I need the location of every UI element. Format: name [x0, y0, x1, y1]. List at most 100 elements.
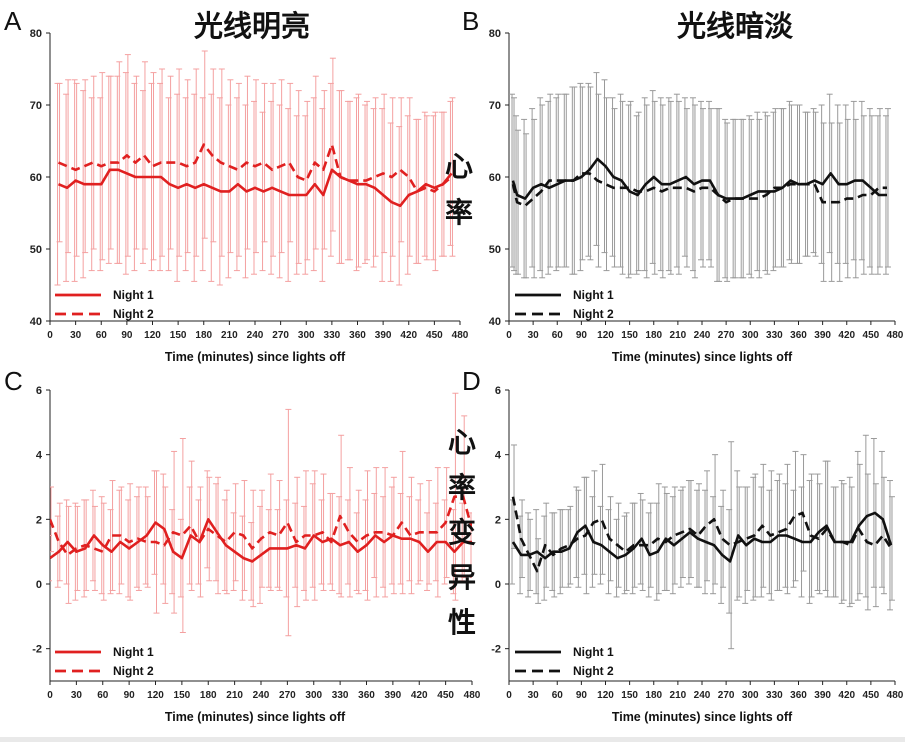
panel-a-title: 光线明亮 [194, 9, 310, 43]
panel-c-x-tick-label: 450 [437, 690, 454, 701]
panel-d-x-tick-label: 30 [528, 690, 540, 701]
panel-c-y-tick-label: 0 [36, 579, 42, 591]
panel-a-x-tick-label: 30 [70, 330, 82, 341]
panel-letter-a: A [4, 6, 22, 36]
panel-a-y-tick-label: 50 [30, 244, 42, 256]
panel-d-y-tick-label: -2 [491, 644, 501, 656]
panel-c-y-tick-label: 2 [36, 514, 42, 526]
panel-c-x-tick-label: 330 [332, 690, 349, 701]
panel-b-legend-label: Night 1 [573, 288, 614, 302]
panel-b: 40 50 60 70 80 0 30 60 90 120 150 180 210 240 270 300 33… [489, 28, 904, 364]
panel-c-x-axis-label: Time (minutes) since lights off [165, 710, 346, 724]
panel-a-series-1-line [57, 168, 453, 208]
panel-d-x-tick-label: 180 [645, 690, 662, 701]
panel-d-y-tick-label: 4 [495, 450, 502, 462]
panel-b-x-tick-label: 360 [790, 330, 807, 341]
panel-a-series-2-line [57, 143, 453, 193]
panel-d-x-tick-label: 330 [766, 690, 783, 701]
panel-a-x-tick-label: 360 [349, 330, 366, 341]
panel-b-x-tick-label: 120 [597, 330, 614, 341]
panel-c-legend-label: Night 2 [113, 664, 154, 678]
panel-c-x-tick-label: 90 [124, 690, 136, 701]
panel-b-x-tick-label: 420 [838, 330, 855, 341]
panel-b-x-tick-label: 180 [645, 330, 662, 341]
panel-letter-b: B [462, 6, 479, 36]
panel-b-x-tick-label: 330 [766, 330, 783, 341]
bottom-strip [0, 737, 905, 742]
panel-b-series-2-line [511, 172, 887, 208]
panel-a-legend-label: Night 1 [113, 288, 154, 302]
panel-b-series-1-line [511, 157, 887, 200]
panel-d-y-tick-label: 0 [495, 579, 501, 591]
panel-d-x-tick-label: 390 [814, 690, 831, 701]
panel-a-x-tick-label: 240 [247, 330, 264, 341]
panel-d-x-tick-label: 360 [790, 690, 807, 701]
panel-a-x-tick-label: 450 [426, 330, 443, 341]
panel-d-x-tick-label: 300 [742, 690, 759, 701]
panel-a-y-tick-label: 80 [30, 28, 42, 40]
panel-c-x-tick-label: 30 [71, 690, 83, 701]
panel-a-y-tick-label: 40 [30, 316, 42, 328]
panel-b-x-tick-label: 90 [576, 330, 588, 341]
panel-c-x-tick-label: 0 [47, 690, 53, 701]
panel-d-x-tick-label: 420 [838, 690, 855, 701]
panel-a-x-tick-label: 420 [400, 330, 417, 341]
panel-a-legend-label: Night 2 [113, 307, 154, 321]
panel-letter-c: C [4, 366, 23, 396]
panel-a-x-axis-label: Time (minutes) since lights off [165, 350, 346, 364]
panel-b-x-axis-label: Time (minutes) since lights off [612, 350, 793, 364]
panel-a-plot-area [54, 50, 456, 286]
side-label-char: 率 [448, 471, 476, 503]
panel-a-x-tick-label: 180 [195, 330, 212, 341]
side-label-char: 异 [448, 562, 476, 593]
panel-a-x-tick-label: 300 [298, 330, 315, 341]
panel-b-legend-label: Night 2 [573, 307, 614, 321]
panel-a-x-tick-label: 270 [272, 330, 289, 341]
panel-c-x-tick-label: 150 [174, 690, 191, 701]
panel-b-x-tick-label: 0 [506, 330, 512, 341]
panel-d-y-tick-label: 6 [495, 385, 501, 397]
panel-a-y-tick-label: 70 [30, 100, 42, 112]
panel-b-y-tick-label: 60 [489, 172, 501, 184]
panel-a-x-tick-label: 210 [221, 330, 238, 341]
panel-d-legend-label: Night 1 [573, 645, 614, 659]
panel-d-x-tick-label: 0 [506, 690, 512, 701]
panel-a-x-tick-label: 330 [324, 330, 341, 341]
panel-b-y-tick-label: 80 [489, 28, 501, 40]
panel-b-x-tick-label: 60 [552, 330, 564, 341]
side-label-char: 变 [448, 516, 476, 548]
panel-c-series-1-line [50, 518, 472, 563]
panel-a-x-tick-label: 480 [452, 330, 469, 341]
panel-d-series-1-line [511, 511, 893, 563]
panel-c-x-tick-label: 60 [97, 690, 109, 701]
panel-b-x-tick-label: 240 [694, 330, 711, 341]
panel-a: 40 50 60 70 80 0 30 60 90 120 150 180 210 240 270 300 33… [30, 28, 469, 364]
panel-a-x-tick-label: 120 [144, 330, 161, 341]
panel-b-plot-area [509, 72, 891, 282]
panel-a-x-tick-label: 150 [170, 330, 187, 341]
panel-c-y-tick-label: 4 [36, 450, 43, 462]
panel-a-x-tick-label: 390 [375, 330, 392, 341]
panel-b-x-tick-label: 210 [670, 330, 687, 341]
panel-d-plot-area [509, 434, 895, 650]
panel-b-x-tick-label: 480 [887, 330, 904, 341]
panel-d-series-2-line [511, 496, 893, 573]
panel-b-x-tick-label: 270 [718, 330, 735, 341]
panel-d-x-tick-label: 120 [597, 690, 614, 701]
panel-a-x-tick-label: 60 [96, 330, 108, 341]
panel-b-y-tick-label: 50 [489, 244, 501, 256]
panel-b-x-tick-label: 450 [863, 330, 880, 341]
side-label-char: 心 [448, 427, 476, 458]
side-label-char: 性 [448, 607, 476, 638]
panel-b-x-tick-label: 30 [528, 330, 540, 341]
panel-c-x-tick-label: 240 [253, 690, 270, 701]
panel-c-x-tick-label: 180 [200, 690, 217, 701]
panel-b-y-tick-label: 70 [489, 100, 501, 112]
panel-b-x-tick-label: 390 [814, 330, 831, 341]
panel-c-x-tick-label: 390 [385, 690, 402, 701]
panel-c-x-tick-label: 420 [411, 690, 428, 701]
